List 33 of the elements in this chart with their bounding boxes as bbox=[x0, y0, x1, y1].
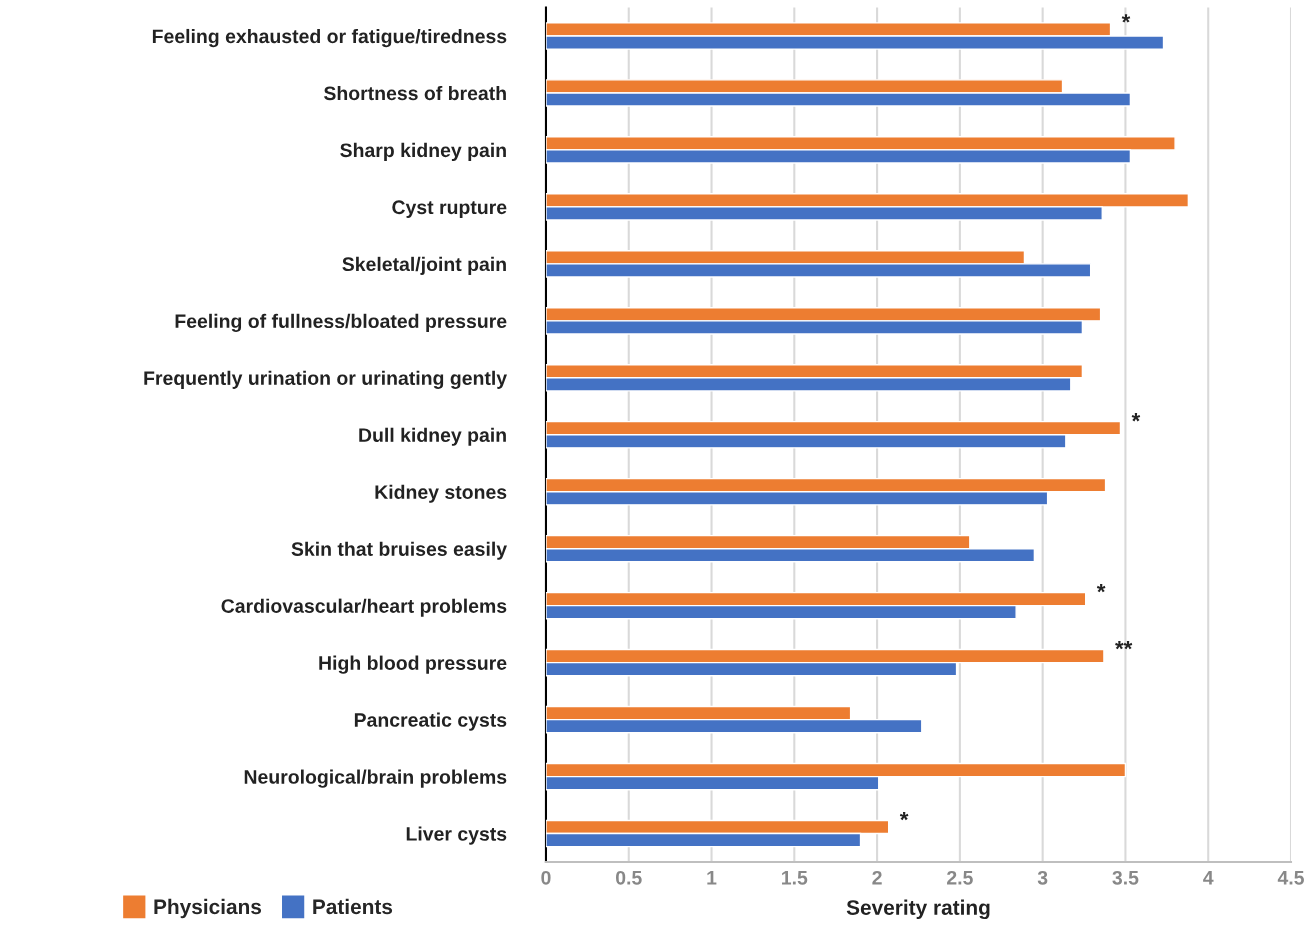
x-tick-label: 2 bbox=[872, 870, 882, 885]
y-tick-label: Dull kidney pain bbox=[359, 427, 506, 446]
annotation: * bbox=[1121, 14, 1131, 23]
x-tick-label: 4 bbox=[1203, 871, 1214, 885]
y-tick-label: Feeling exhausted or fatigue/tiredness bbox=[152, 28, 507, 48]
y-tick-label: Skin that bruises easily bbox=[291, 541, 507, 560]
x-tick-label: 0 bbox=[541, 870, 551, 885]
x-tick-label: 1 bbox=[707, 871, 717, 885]
annotation: * bbox=[899, 811, 909, 821]
x-tick-label: 2.5 bbox=[947, 870, 973, 885]
annotation: * bbox=[1096, 584, 1106, 593]
annotation: ** bbox=[1115, 641, 1133, 650]
y-tick-label: Feeling of fullness/bloated pressure bbox=[175, 313, 507, 332]
x-tick-label: 0.5 bbox=[616, 870, 642, 885]
y-tick-label: Kidney stones bbox=[375, 484, 507, 503]
y-tick-label: Frequently urination or urinating gently bbox=[144, 370, 507, 389]
y-tick-label: Cyst rupture bbox=[392, 200, 507, 218]
x-tick-label: 1.5 bbox=[782, 871, 808, 885]
y-tick-label: Shortness of breath bbox=[323, 85, 506, 101]
x-tick-label: 3 bbox=[1037, 870, 1048, 885]
y-tick-label: High blood pressure bbox=[319, 655, 507, 674]
x-tick-label: 3.5 bbox=[1112, 870, 1139, 885]
y-tick-label: Neurological/brain problems bbox=[244, 769, 507, 788]
y-tick-label: Liver cysts bbox=[406, 826, 507, 845]
x-axis-title: Severity rating bbox=[846, 899, 990, 920]
annotation: * bbox=[1131, 413, 1141, 422]
legend-label: Physicians bbox=[154, 898, 262, 919]
y-tick-label: Cardiovascular/heart problems bbox=[221, 598, 507, 617]
y-tick-label: Sharp kidney pain bbox=[340, 142, 506, 161]
x-tick-label: 4.5 bbox=[1277, 871, 1304, 885]
y-tick-label: Pancreatic cysts bbox=[354, 712, 507, 731]
y-tick-label: Skeletal/joint pain bbox=[342, 256, 506, 275]
legend-label: Patients bbox=[313, 898, 393, 915]
